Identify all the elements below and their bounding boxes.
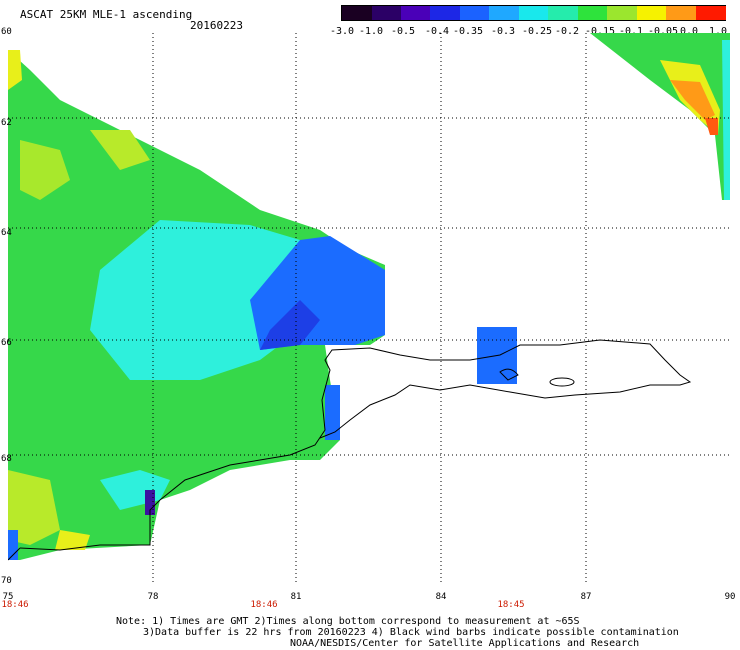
- color-scale-tick: -0.3: [490, 26, 516, 37]
- swath-east: [590, 33, 730, 200]
- color-scale-swatch: [636, 6, 667, 20]
- color-scale-swatch: [430, 6, 461, 20]
- latitude-tick: 66: [1, 338, 12, 348]
- color-scale-tick: -0.35: [452, 26, 484, 37]
- longitude-tick: 87: [580, 592, 592, 602]
- note-line-1: Note: 1) Times are GMT 2)Times along bot…: [116, 616, 580, 627]
- latitude-tick: 62: [1, 118, 12, 128]
- time-tick: 18:46: [250, 600, 278, 610]
- map-date: 20160223: [190, 19, 243, 32]
- color-scale-swatch: [400, 6, 431, 20]
- latitude-tick: 68: [1, 454, 12, 464]
- note-line-2: 3)Data buffer is 22 hrs from 20160223 4)…: [143, 627, 679, 638]
- color-scale-tick: -0.1: [618, 26, 644, 37]
- color-scale-tick: -0.5: [390, 26, 416, 37]
- latitude-tick: 70: [1, 576, 12, 586]
- color-scale-swatch: [695, 6, 726, 20]
- color-scale-bar: [341, 5, 726, 21]
- swath-west: [8, 50, 385, 560]
- color-scale-swatch: [518, 6, 549, 20]
- lat-lon-grid: [8, 33, 730, 585]
- longitude-tick: 90: [724, 592, 736, 602]
- color-scale-swatch: [666, 6, 697, 20]
- longitude-tick: 81: [290, 592, 302, 602]
- color-scale-swatch: [548, 6, 579, 20]
- color-scale-tick: -0.05: [647, 26, 679, 37]
- map-title: ASCAT 25KM MLE-1 ascending: [20, 8, 193, 21]
- color-scale-swatch: [371, 6, 402, 20]
- color-scale-swatch: [459, 6, 490, 20]
- latitude-tick: 60: [1, 27, 12, 37]
- color-scale-swatch: [577, 6, 608, 20]
- color-scale-swatch: [489, 6, 520, 20]
- time-tick: 18:45: [497, 600, 525, 610]
- color-scale-tick: -3.0: [329, 26, 355, 37]
- color-scale-tick: -0.15: [584, 26, 616, 37]
- latitude-tick: 64: [1, 228, 12, 238]
- longitude-tick: 78: [147, 592, 159, 602]
- color-scale-tick: -0.2: [554, 26, 580, 37]
- longitude-tick: 84: [435, 592, 447, 602]
- longitude-tick: 75: [2, 592, 14, 602]
- wind-map: [8, 33, 730, 585]
- color-scale-swatch: [342, 6, 372, 20]
- color-scale-swatch: [607, 6, 638, 20]
- color-scale-tick: -1.0: [358, 26, 384, 37]
- note-line-3: NOAA/NESDIS/Center for Satellite Applica…: [290, 638, 640, 649]
- color-scale-tick: 1.0: [708, 26, 728, 37]
- time-tick: 18:46: [1, 600, 29, 610]
- antarctic-coastline: [8, 339, 692, 561]
- color-scale-tick: -0.4: [424, 26, 450, 37]
- color-scale-tick: -0.25: [521, 26, 553, 37]
- color-scale-labels: -3.0 -1.0 -0.5 -0.4 -0.35 -0.3 -0.25 -0.2 -0.15-…: [0, 24, 740, 38]
- color-scale-tick: 0.0: [679, 26, 699, 37]
